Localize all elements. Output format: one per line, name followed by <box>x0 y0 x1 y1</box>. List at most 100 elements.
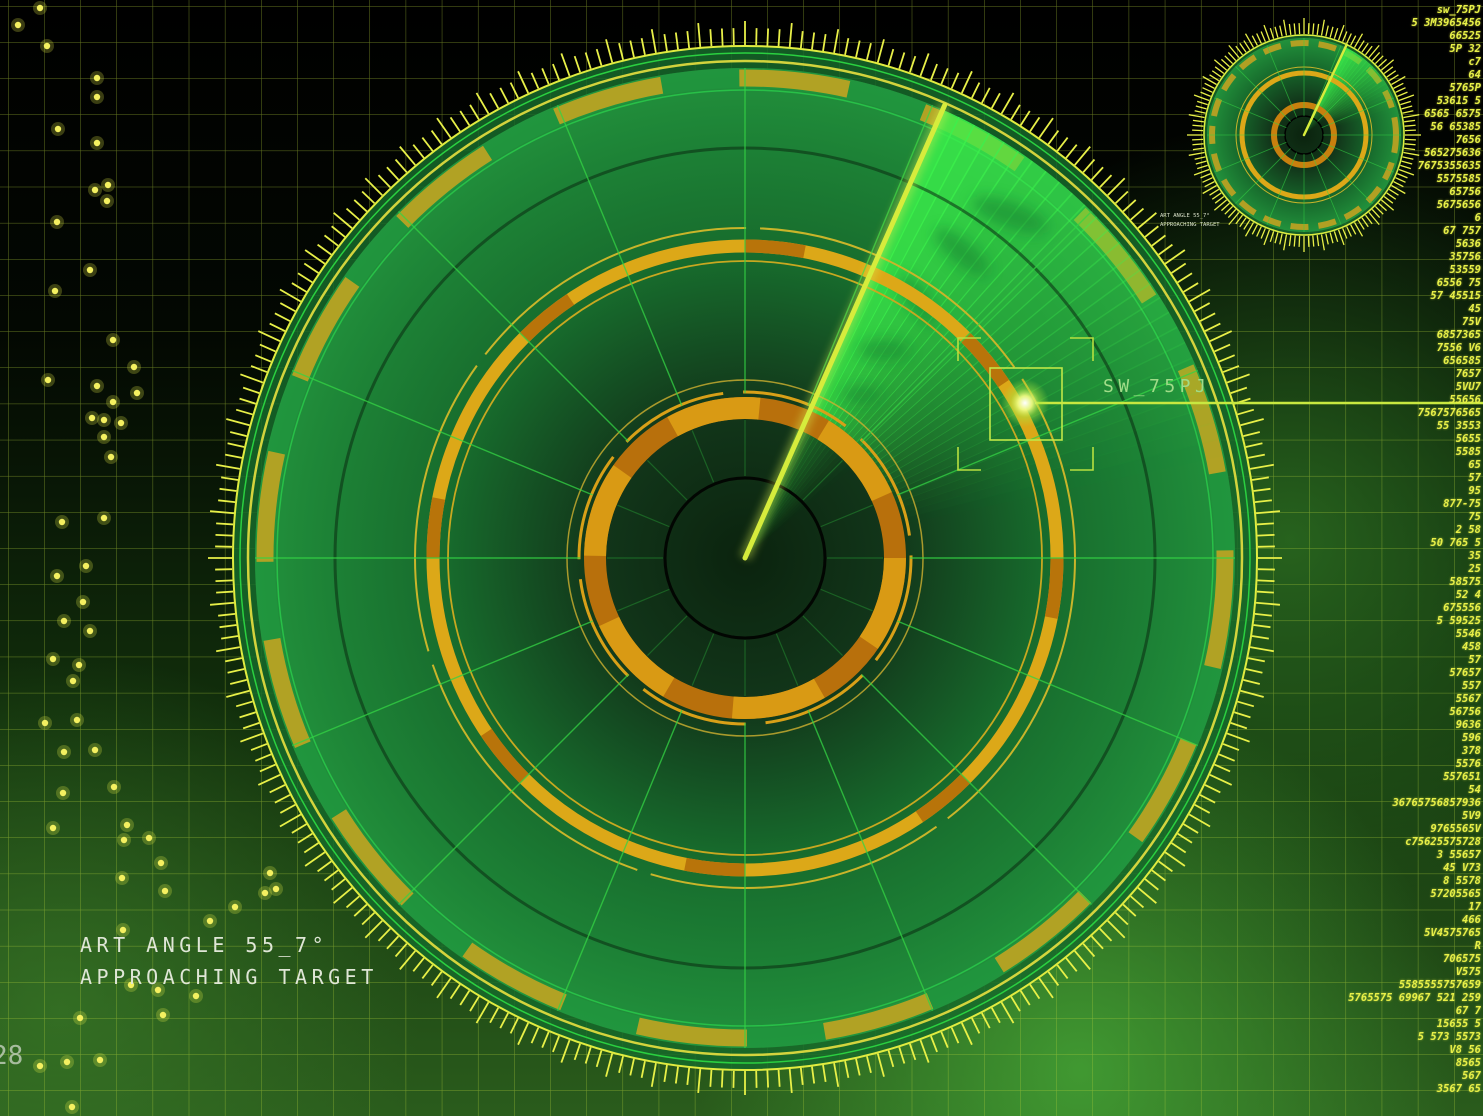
target-blip[interactable] <box>1001 379 1049 427</box>
tick-mark <box>399 146 416 166</box>
tick-mark <box>421 964 434 980</box>
tick-mark <box>1196 164 1208 170</box>
tick-mark <box>279 302 296 313</box>
tick-mark <box>990 92 1001 109</box>
tick-mark <box>1199 794 1216 804</box>
tick-mark <box>1183 282 1199 293</box>
tick-mark <box>345 895 360 909</box>
blip-dot <box>124 978 138 992</box>
tick-mark <box>1243 679 1261 685</box>
data-stream-line: 53615 5 <box>1436 95 1481 107</box>
sweep-cloud-blob <box>972 196 1048 234</box>
tick-mark <box>1177 272 1193 284</box>
radar-spoke <box>807 710 934 1011</box>
tick-mark <box>1211 192 1222 200</box>
tick-mark <box>919 53 930 77</box>
blip-dot-core <box>73 716 81 724</box>
tick-mark <box>898 1046 906 1064</box>
tick-mark <box>1251 224 1258 235</box>
radar-spoke <box>861 674 1092 905</box>
data-stream-line: 5585 <box>1455 446 1481 458</box>
tick-mark <box>1256 226 1262 237</box>
blip-dot <box>56 786 70 800</box>
data-stream-line: 8565 <box>1455 1057 1481 1069</box>
tick-mark <box>1164 851 1186 867</box>
tick-mark <box>1255 601 1281 606</box>
tick-mark <box>1274 26 1279 38</box>
tick-mark <box>1010 104 1021 120</box>
tick-mark <box>833 29 840 53</box>
blip-dot-core <box>76 1014 84 1022</box>
blip-dot-core <box>145 834 153 842</box>
blip-dot-core <box>117 419 125 427</box>
tick-mark <box>1114 912 1129 926</box>
tick-mark <box>1368 211 1380 226</box>
sweep-trail-slice <box>1304 114 1328 135</box>
tick-mark <box>1312 235 1315 247</box>
tick-mark <box>274 794 291 804</box>
tick-mark <box>1325 233 1329 245</box>
radar-spoke <box>1321 141 1394 173</box>
tick-mark <box>1254 499 1272 504</box>
tick-mark <box>1398 94 1415 102</box>
tick-mark <box>1378 58 1388 68</box>
tick-mark <box>1209 773 1233 786</box>
data-stream-line: 5575585 <box>1436 173 1481 185</box>
tick-mark <box>364 177 383 196</box>
tick-mark <box>1202 177 1213 183</box>
tick-mark <box>1237 408 1255 416</box>
tick-mark <box>618 42 624 60</box>
tick-mark <box>1214 66 1225 75</box>
tick-mark <box>209 601 235 606</box>
blip-dot-core <box>107 453 115 461</box>
tick-mark <box>1256 33 1262 44</box>
tick-mark <box>530 1027 540 1044</box>
blip-dot-core <box>53 218 61 226</box>
data-stream-line: c75625575728 <box>1405 836 1481 848</box>
data-stream-line: 6565 6575 <box>1424 108 1481 120</box>
tick-mark <box>1082 943 1096 958</box>
tick-mark <box>436 117 452 139</box>
data-stream-line: 64 <box>1468 69 1481 81</box>
tick-mark <box>930 1035 938 1053</box>
tick-mark <box>1404 147 1416 151</box>
mini-radar <box>1187 18 1421 252</box>
tick-mark <box>720 1070 724 1088</box>
tick-mark <box>259 763 276 773</box>
tick-ring-border <box>232 45 1258 1071</box>
blip-dot-core <box>157 859 165 867</box>
tick-mark <box>509 82 519 99</box>
tick-mark <box>1192 147 1204 151</box>
tick-mark <box>216 463 240 470</box>
tick-mark <box>1177 832 1193 844</box>
tick-mark <box>1400 100 1412 106</box>
radar-spoke <box>775 633 799 686</box>
tick-mark <box>209 510 235 515</box>
tick-mark <box>216 522 234 526</box>
tick-mark <box>560 1039 571 1063</box>
radar-spoke <box>292 369 593 496</box>
blip-dot-core <box>60 748 68 756</box>
tick-mark <box>257 773 281 786</box>
sweep-line <box>742 102 948 561</box>
tick-mark <box>1193 168 1210 176</box>
tick-mark <box>475 1001 490 1024</box>
radar-spoke <box>1266 45 1298 118</box>
tick-mark <box>887 48 895 66</box>
data-stream-line: 25 <box>1468 563 1481 575</box>
tick-mark <box>650 29 657 53</box>
radar-spoke <box>617 504 670 528</box>
tick-mark <box>1251 35 1258 46</box>
radar-spoke <box>556 105 683 406</box>
data-stream-line: 2 58 <box>1455 524 1481 536</box>
tick-mark <box>1342 228 1348 239</box>
tick-mark <box>227 668 245 674</box>
tick-mark <box>1137 887 1157 904</box>
tick-mark <box>1391 75 1406 86</box>
tick-mark <box>1346 226 1352 237</box>
blip-dot <box>156 1008 170 1022</box>
radar-spoke <box>1266 152 1298 225</box>
blip-dot-core <box>44 376 52 384</box>
range-ring-inner-segments <box>584 397 906 719</box>
data-stream-line: 5585555757659 <box>1398 979 1481 991</box>
